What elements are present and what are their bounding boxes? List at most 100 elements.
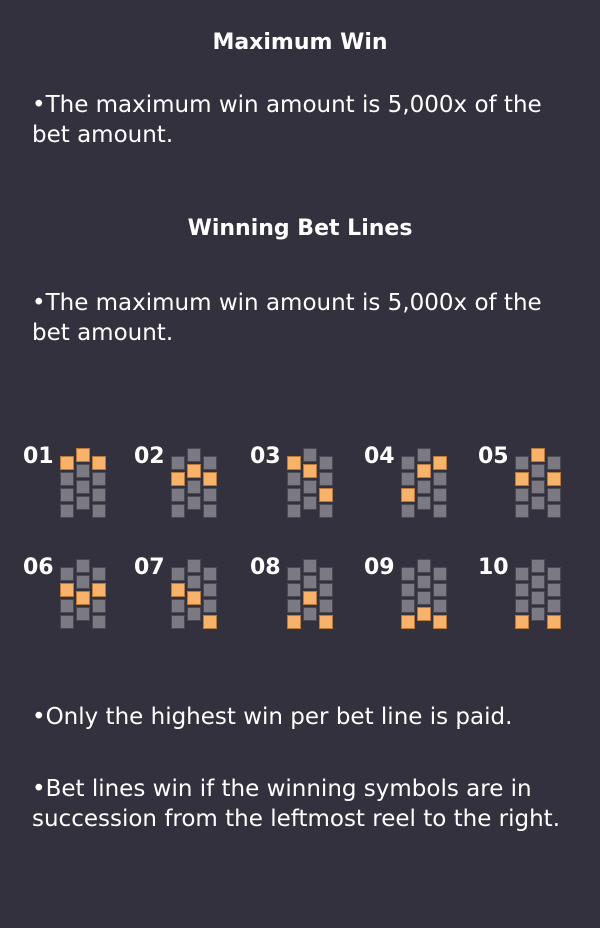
active-cell <box>92 456 106 470</box>
inactive-cell <box>303 448 317 462</box>
inactive-cell <box>60 488 74 502</box>
inactive-cell <box>203 504 217 518</box>
payline-number: 09 <box>364 555 395 580</box>
inactive-cell <box>547 567 561 581</box>
payline-number: 01 <box>23 444 54 469</box>
inactive-cell <box>203 583 217 597</box>
inactive-cell <box>547 488 561 502</box>
inactive-cell <box>187 559 201 573</box>
inactive-cell <box>319 599 333 613</box>
max-win-text: •The maximum win amount is 5,000x of the… <box>32 92 542 148</box>
inactive-cell <box>92 504 106 518</box>
inactive-cell <box>303 575 317 589</box>
inactive-cell <box>433 599 447 613</box>
inactive-cell <box>515 567 529 581</box>
inactive-cell <box>76 607 90 621</box>
inactive-cell <box>187 575 201 589</box>
inactive-cell <box>433 488 447 502</box>
inactive-cell <box>417 480 431 494</box>
payline-number: 05 <box>478 444 509 469</box>
inactive-cell <box>303 480 317 494</box>
inactive-cell <box>401 567 415 581</box>
active-cell <box>515 615 529 629</box>
inactive-cell <box>76 480 90 494</box>
active-cell <box>187 591 201 605</box>
inactive-cell <box>433 472 447 486</box>
inactive-cell <box>417 575 431 589</box>
inactive-cell <box>60 567 74 581</box>
inactive-cell <box>187 607 201 621</box>
payline-number: 10 <box>478 555 509 580</box>
active-cell <box>433 456 447 470</box>
inactive-cell <box>515 488 529 502</box>
inactive-cell <box>287 472 301 486</box>
payline-number: 04 <box>364 444 395 469</box>
active-cell <box>417 607 431 621</box>
inactive-cell <box>60 615 74 629</box>
rule-highest-win: •Only the highest win per bet line is pa… <box>32 704 513 730</box>
payline-number: 03 <box>250 444 281 469</box>
inactive-cell <box>531 559 545 573</box>
inactive-cell <box>531 607 545 621</box>
active-cell <box>171 472 185 486</box>
inactive-cell <box>401 472 415 486</box>
inactive-cell <box>515 583 529 597</box>
inactive-cell <box>515 456 529 470</box>
inactive-cell <box>60 472 74 486</box>
inactive-cell <box>60 504 74 518</box>
inactive-cell <box>76 464 90 478</box>
rule-succession: •Bet lines win if the winning symbols ar… <box>32 776 561 832</box>
inactive-cell <box>401 504 415 518</box>
active-cell <box>60 456 74 470</box>
active-cell <box>203 615 217 629</box>
inactive-cell <box>531 575 545 589</box>
inactive-cell <box>76 559 90 573</box>
inactive-cell <box>76 496 90 510</box>
inactive-cell <box>531 480 545 494</box>
inactive-cell <box>171 567 185 581</box>
active-cell <box>319 615 333 629</box>
inactive-cell <box>319 472 333 486</box>
active-cell <box>547 472 561 486</box>
active-cell <box>433 615 447 629</box>
active-cell <box>401 615 415 629</box>
active-cell <box>76 448 90 462</box>
inactive-cell <box>319 583 333 597</box>
inactive-cell <box>171 488 185 502</box>
inactive-cell <box>171 599 185 613</box>
inactive-cell <box>433 567 447 581</box>
inactive-cell <box>92 615 106 629</box>
inactive-cell <box>319 456 333 470</box>
inactive-cell <box>287 583 301 597</box>
inactive-cell <box>203 456 217 470</box>
bet-lines-text: •The maximum win amount is 5,000x of the… <box>32 290 542 346</box>
inactive-cell <box>92 472 106 486</box>
active-cell <box>76 591 90 605</box>
active-cell <box>547 615 561 629</box>
inactive-cell <box>417 496 431 510</box>
payline-number: 02 <box>134 444 165 469</box>
inactive-cell <box>433 504 447 518</box>
payline-number: 08 <box>250 555 281 580</box>
inactive-cell <box>547 456 561 470</box>
inactive-cell <box>60 599 74 613</box>
inactive-cell <box>547 583 561 597</box>
inactive-cell <box>401 583 415 597</box>
active-cell <box>203 472 217 486</box>
inactive-cell <box>515 599 529 613</box>
inactive-cell <box>287 599 301 613</box>
payline-number: 06 <box>23 555 54 580</box>
inactive-cell <box>401 599 415 613</box>
inactive-cell <box>303 559 317 573</box>
inactive-cell <box>287 504 301 518</box>
inactive-cell <box>203 567 217 581</box>
inactive-cell <box>92 599 106 613</box>
inactive-cell <box>171 504 185 518</box>
active-cell <box>60 583 74 597</box>
inactive-cell <box>303 607 317 621</box>
inactive-cell <box>401 456 415 470</box>
inactive-cell <box>203 599 217 613</box>
inactive-cell <box>303 496 317 510</box>
inactive-cell <box>187 496 201 510</box>
